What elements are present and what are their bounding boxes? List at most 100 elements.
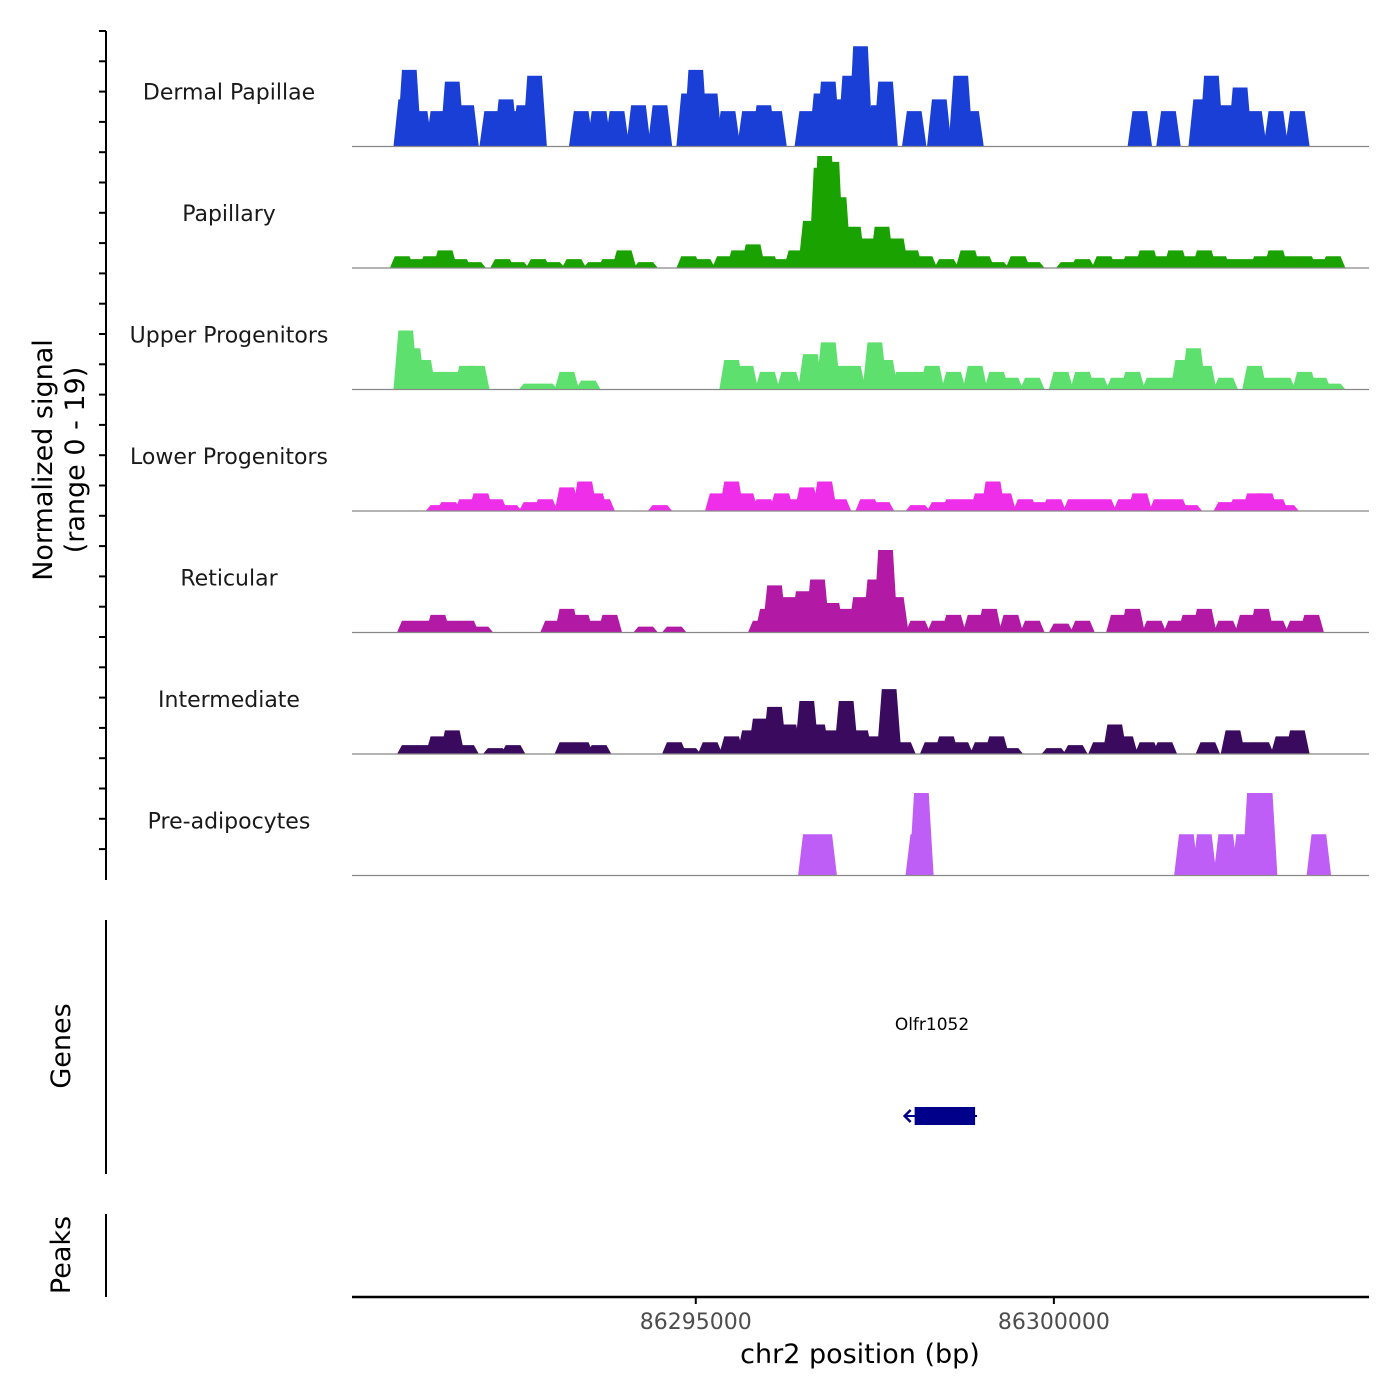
track-label: Dermal Papillae bbox=[143, 81, 315, 106]
signal-peak bbox=[554, 487, 580, 511]
signal-peak bbox=[604, 111, 630, 147]
x-axis-ticks: 86295000 86300000 bbox=[640, 1297, 1110, 1335]
signal-peak bbox=[1063, 745, 1088, 754]
signal-peak bbox=[1263, 620, 1289, 633]
gene-strand-arrow bbox=[902, 1109, 912, 1123]
signal-peak bbox=[597, 614, 623, 633]
signal-peak bbox=[1048, 371, 1074, 390]
coverage-y-axis bbox=[99, 30, 107, 880]
coverage-axis-ticks bbox=[99, 30, 106, 851]
signal-peak bbox=[927, 99, 952, 147]
signal-peak bbox=[984, 262, 1009, 268]
coverage-tracks: Dermal Papillae Papillary Upper Progenitor… bbox=[130, 46, 1369, 877]
signal-peak bbox=[1134, 742, 1160, 754]
signal-peak bbox=[497, 505, 522, 511]
signal-peak bbox=[762, 111, 787, 147]
signal-peak bbox=[1020, 620, 1045, 633]
signal-peak bbox=[1252, 792, 1278, 876]
signal-peak bbox=[1274, 505, 1299, 511]
signal-peak bbox=[540, 262, 565, 268]
signal-peak bbox=[876, 689, 902, 754]
peaks-panel-label: Peaks bbox=[46, 1216, 77, 1294]
signal-peak bbox=[873, 360, 898, 390]
track-label: Lower Progenitors bbox=[130, 445, 328, 470]
signal-peak bbox=[1156, 111, 1181, 147]
signal-peak bbox=[1127, 493, 1153, 511]
signal-peak bbox=[1299, 614, 1324, 633]
signal-peak bbox=[697, 93, 723, 147]
signal-peak bbox=[1120, 608, 1145, 633]
signal-peak bbox=[733, 365, 759, 390]
signal-peak bbox=[884, 597, 909, 633]
signal-peak bbox=[436, 502, 461, 511]
signal-peak bbox=[468, 626, 494, 633]
signal-peak bbox=[590, 499, 615, 511]
signal-peak bbox=[962, 365, 988, 390]
signal-peak bbox=[794, 487, 820, 511]
signal-peak bbox=[998, 377, 1024, 390]
signal-peak bbox=[500, 745, 526, 754]
track-label: Upper Progenitors bbox=[130, 324, 329, 349]
x-tick-label: 86295000 bbox=[640, 1310, 752, 1335]
signal-peak bbox=[891, 742, 916, 754]
signal-peak bbox=[1041, 499, 1067, 511]
signal-peak bbox=[1306, 834, 1332, 876]
signal-peak bbox=[776, 724, 802, 754]
signal-peak bbox=[873, 81, 898, 147]
signal-peak bbox=[715, 111, 741, 147]
track-label: Pre-adipocytes bbox=[148, 810, 311, 835]
signal-peak bbox=[533, 383, 558, 390]
signal-peak bbox=[776, 371, 802, 390]
signal-peak bbox=[504, 262, 529, 268]
signal-peak bbox=[1320, 383, 1346, 390]
signal-peak bbox=[798, 354, 823, 390]
signal-peak bbox=[1192, 365, 1217, 390]
track-label: Papillary bbox=[182, 202, 276, 227]
signal-peak bbox=[647, 505, 673, 511]
signal-peak bbox=[647, 105, 673, 147]
signal-peak bbox=[533, 499, 558, 511]
signal-peak bbox=[676, 748, 701, 754]
signal-peak bbox=[482, 748, 508, 754]
signal-peak bbox=[1192, 608, 1217, 633]
signal-peak bbox=[1113, 736, 1138, 754]
signal-peak bbox=[454, 745, 479, 754]
signal-peak bbox=[909, 792, 934, 876]
signal-peak bbox=[1127, 111, 1153, 147]
signal-peak bbox=[1213, 834, 1239, 876]
signal-peak bbox=[1285, 111, 1310, 147]
signal-peak bbox=[1120, 371, 1145, 390]
gene-model bbox=[902, 1107, 978, 1125]
y-axis-title-line2: (range 0 - 19) bbox=[60, 367, 91, 554]
signal-peak bbox=[1174, 834, 1199, 876]
signal-peak bbox=[1070, 620, 1095, 633]
signal-peak bbox=[1070, 259, 1095, 268]
signal-peak bbox=[919, 365, 945, 390]
signal-peak bbox=[1084, 377, 1110, 390]
signal-peak bbox=[690, 259, 716, 268]
track-label: Reticular bbox=[180, 567, 278, 592]
signal-peak bbox=[633, 626, 658, 633]
gene-label: Olfr1052 bbox=[895, 1015, 969, 1035]
signal-peak bbox=[1020, 262, 1045, 268]
signal-peak bbox=[611, 250, 637, 268]
signal-peak bbox=[461, 262, 487, 268]
signal-peak bbox=[1091, 499, 1117, 511]
signal-peak bbox=[1270, 377, 1296, 390]
track-reticular: Reticular bbox=[180, 549, 1369, 634]
signal-peak bbox=[554, 371, 580, 390]
signal-peak bbox=[1213, 377, 1239, 390]
signal-peak bbox=[1048, 623, 1074, 633]
signal-peak bbox=[662, 626, 687, 633]
signal-peak bbox=[1263, 111, 1289, 147]
signal-peak bbox=[848, 46, 873, 147]
signal-peak bbox=[751, 499, 777, 511]
signal-peak bbox=[755, 371, 780, 390]
signal-peak bbox=[905, 620, 931, 633]
signal-peak bbox=[568, 111, 594, 147]
signal-peak bbox=[407, 111, 433, 147]
gene-exon bbox=[914, 1107, 976, 1125]
signal-peak bbox=[934, 259, 959, 268]
signal-peak bbox=[905, 505, 931, 511]
